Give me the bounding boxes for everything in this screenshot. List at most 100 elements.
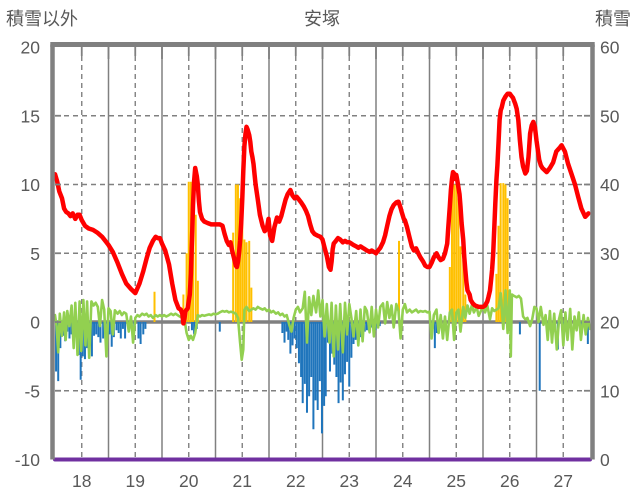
- blue-bars-bar: [293, 322, 296, 339]
- blue-bars-bar: [190, 322, 193, 331]
- blue-bars-bar: [343, 322, 346, 375]
- green-line: [53, 289, 592, 362]
- orange-bars-bar: [502, 183, 505, 322]
- blue-bars-bar: [93, 322, 96, 336]
- blue-bars-bar: [139, 322, 142, 344]
- left-axis-tick-label: -5: [24, 381, 40, 401]
- blue-bars-bar: [68, 322, 71, 339]
- orange-bars-bar: [462, 260, 465, 322]
- blue-bars-bar: [348, 322, 351, 387]
- blue-bars-bar: [99, 322, 102, 343]
- blue-bars-bar: [328, 322, 331, 372]
- blue-bars-bar: [305, 322, 308, 413]
- blue-bars-bar: [538, 322, 541, 391]
- blue-bars-bar: [90, 322, 93, 357]
- blue-bars-bar: [193, 322, 196, 335]
- blue-bars-bar: [354, 322, 357, 340]
- blue-bars-bar: [295, 322, 298, 349]
- right-axis-tick-label: 40: [600, 175, 620, 195]
- blue-bars-bar: [285, 322, 288, 332]
- orange-bars-bar: [398, 240, 401, 322]
- x-axis-tick-label: 21: [233, 471, 252, 491]
- blue-bars-bar: [346, 322, 349, 362]
- left-axis-tick-label: 0: [30, 313, 40, 333]
- orange-bars-bar: [250, 287, 253, 322]
- chart-title: 安塚: [304, 9, 340, 29]
- left-axis-tick-label: 15: [21, 106, 40, 126]
- blue-bars-bar: [117, 322, 120, 333]
- orange-bars-bar: [245, 242, 248, 322]
- blue-bars-bar: [115, 322, 118, 331]
- right-axis-tick-label: 20: [600, 313, 620, 333]
- blue-bars-bar: [291, 322, 294, 346]
- x-axis-tick-label: 19: [126, 471, 145, 491]
- blue-bars-bar: [586, 322, 589, 344]
- orange-bars-bar: [196, 280, 199, 322]
- orange-bars-bar: [457, 198, 460, 322]
- right-axis-tick-label: 10: [600, 381, 620, 401]
- left-axis-tick-label: 10: [21, 175, 41, 195]
- right-axis-tick-label: 30: [600, 244, 620, 264]
- blue-bars-bar: [124, 322, 127, 339]
- right-axis-tick-label: 50: [600, 106, 620, 126]
- right-axis-title: 積雪: [595, 9, 631, 29]
- orange-bars-bar: [495, 273, 498, 322]
- orange-bars-bar: [504, 184, 507, 322]
- blue-bars-bar: [95, 322, 98, 335]
- x-axis-tick-label: 24: [393, 471, 413, 491]
- blue-bars-bar: [289, 322, 292, 354]
- blue-bars-bar: [300, 322, 303, 377]
- blue-bars-bar: [59, 322, 62, 349]
- blue-bars-bar: [108, 322, 111, 335]
- blue-bars-bar: [314, 322, 317, 401]
- blue-bars-bar: [119, 322, 122, 339]
- blue-bars-bar: [97, 322, 100, 338]
- red-line: [52, 91, 591, 326]
- orange-bars-bar: [232, 232, 235, 322]
- blue-bars-bar: [303, 322, 306, 384]
- left-axis-tick-label: 20: [21, 38, 41, 58]
- blue-bars-bar: [350, 322, 353, 358]
- blue-bars-bar: [142, 322, 145, 335]
- blue-bars-bar: [320, 322, 323, 434]
- orange-bars-bar: [153, 291, 156, 322]
- orange-bars-bar: [506, 198, 509, 322]
- left-axis-title: 積雪以外: [6, 9, 78, 29]
- orange-bars-bar: [243, 239, 246, 322]
- x-axis-tick-label: 18: [72, 471, 91, 491]
- blue-bars-bar: [301, 322, 304, 404]
- x-axis-tick-label: 23: [340, 471, 359, 491]
- orange-bars-bar: [464, 294, 467, 322]
- blue-bars-bar: [310, 322, 313, 377]
- orange-bars-bar: [497, 225, 500, 322]
- blue-bars-bar: [365, 322, 368, 331]
- blue-bars-bar: [335, 322, 338, 377]
- blue-bars-bar: [102, 322, 105, 339]
- orange-bars-bar: [185, 253, 188, 322]
- orange-bars-bar: [241, 212, 244, 322]
- blue-bars-bar: [308, 322, 311, 397]
- x-axis-tick-label: 22: [286, 471, 305, 491]
- left-axis-tick-label: 5: [30, 244, 40, 264]
- blue-bars-bar: [318, 322, 321, 382]
- x-axis-tick-label: 20: [179, 471, 199, 491]
- orange-bars-bar: [194, 214, 197, 322]
- blue-bars-bar: [324, 322, 327, 397]
- blue-bars-bar: [337, 322, 340, 404]
- blue-bars-bar: [297, 322, 300, 364]
- left-axis-tick-label: -10: [15, 450, 41, 470]
- blue-bars-bar: [518, 322, 521, 335]
- right-axis-tick-label: 0: [600, 450, 610, 470]
- orange-bars-bar: [187, 181, 190, 322]
- blue-bars-bar: [283, 322, 286, 343]
- orange-bars-bar: [448, 267, 451, 322]
- blue-bars-bar: [312, 322, 315, 430]
- blue-bars-bar: [339, 322, 342, 383]
- orange-bars-bar: [182, 294, 185, 322]
- blue-bars-bar: [323, 322, 326, 406]
- x-axis-tick-label: 25: [447, 471, 466, 491]
- orange-bars-bar: [248, 240, 251, 322]
- blue-bars-bar: [137, 322, 140, 339]
